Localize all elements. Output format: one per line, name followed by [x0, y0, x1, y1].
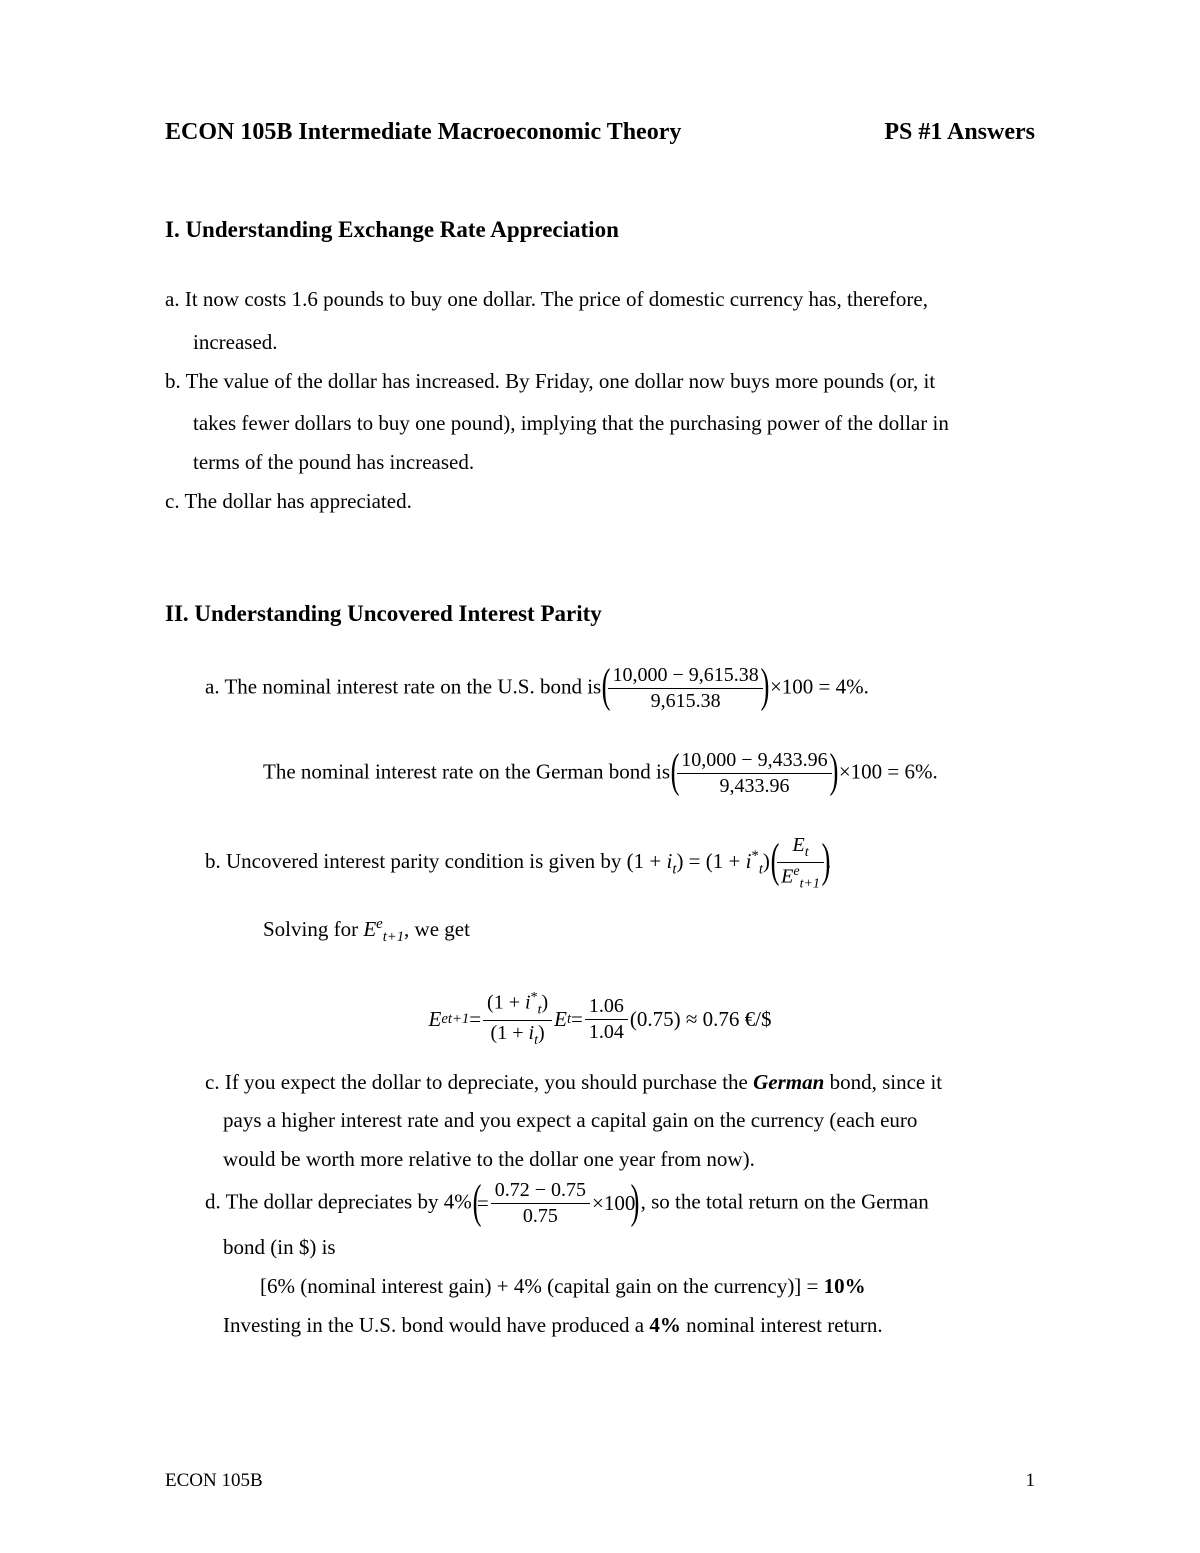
text: ): [538, 1022, 545, 1044]
paren-right-icon: ): [631, 1178, 640, 1226]
text: (0.75) ≈ 0.76 €/$: [630, 1000, 772, 1039]
s2-item-b: b. Uncovered interest parity condition i…: [205, 834, 1035, 893]
math-fraction: ( = 0.72 − 0.75 0.75 ×100 ): [477, 1179, 635, 1228]
page-header: ECON 105B Intermediate Macroeconomic The…: [165, 110, 1035, 154]
fraction: Et Eet+1: [777, 834, 824, 893]
denominator: 9,433.96: [677, 774, 831, 798]
footer-left: ECON 105B: [165, 1463, 263, 1498]
equals: =: [469, 1000, 481, 1039]
text: ×100 = 6%.: [839, 759, 938, 783]
s2-solving: Solving for Eet+1, we get: [205, 910, 1035, 951]
page-footer: ECON 105B 1: [165, 1463, 1035, 1498]
text: (1 +: [491, 1022, 529, 1044]
var-E: E: [363, 917, 376, 941]
text: The nominal interest rate on the German …: [263, 759, 675, 783]
equation: Eet+1 = (1 + i*t) (1 + it) Et = 1.06 1.0…: [429, 990, 772, 1049]
text: ): [541, 991, 548, 1013]
s2-item-a-german: The nominal interest rate on the German …: [205, 749, 1035, 798]
denominator: Eet+1: [777, 863, 824, 893]
sub: t: [805, 845, 809, 860]
sub: t+1: [800, 876, 820, 891]
paren-left-icon: (: [473, 1178, 482, 1226]
fraction: 0.72 − 0.75 0.75: [491, 1179, 590, 1228]
fraction: 10,000 − 9,433.96 9,433.96: [677, 749, 831, 798]
text: ×100 = 4%.: [770, 674, 869, 698]
var-E: E: [554, 1000, 567, 1039]
denominator: 0.75: [491, 1204, 590, 1228]
text: ) = (1 +: [676, 849, 745, 873]
s1-item-c: c. The dollar has appreciated.: [165, 482, 1035, 521]
text: c. If you expect the dollar to depreciat…: [205, 1070, 753, 1094]
section-2-heading: II. Understanding Uncovered Interest Par…: [165, 593, 1035, 636]
text: Investing in the U.S. bond would have pr…: [223, 1313, 649, 1337]
paren-left-icon: (: [602, 662, 611, 710]
text: d. The dollar depreciates by 4%: [205, 1189, 477, 1213]
text: (1 +: [487, 991, 525, 1013]
text: Solving for: [263, 917, 363, 941]
numerator: 1.06: [585, 995, 628, 1020]
numerator: 0.72 − 0.75: [491, 1179, 590, 1204]
fraction: 1.06 1.04: [585, 995, 628, 1044]
numerator: 10,000 − 9,615.38: [608, 664, 762, 689]
s1-item-b: b. The value of the dollar has increased…: [165, 362, 1035, 401]
s2-item-d-line2: bond (in $) is: [165, 1228, 1035, 1267]
text: [6% (nominal interest gain) + 4% (capita…: [260, 1274, 824, 1298]
course-title: ECON 105B Intermediate Macroeconomic The…: [165, 110, 681, 154]
paren-left-icon: (: [671, 747, 680, 795]
result-bold: 10%: [824, 1274, 866, 1298]
text: b. Uncovered interest parity condition i…: [205, 849, 667, 873]
sub: t+1: [383, 930, 404, 946]
paren-right-icon: ): [829, 747, 838, 795]
fraction: 10,000 − 9,615.38 9,615.38: [608, 664, 762, 713]
sup-star: *: [531, 990, 538, 1005]
paren-right-icon: ): [760, 662, 769, 710]
section-1-heading: I. Understanding Exchange Rate Appreciat…: [165, 209, 1035, 252]
text: bond, since it: [824, 1070, 942, 1094]
text: ×100: [592, 1184, 635, 1223]
emphasis-german: German: [753, 1070, 824, 1094]
s1-item-b-cont2: terms of the pound has increased.: [165, 443, 1035, 482]
math-fraction: ( 10,000 − 9,433.96 9,433.96 ): [675, 749, 833, 798]
result-bold: 4%: [649, 1313, 681, 1337]
s2-item-d: d. The dollar depreciates by 4% ( = 0.72…: [165, 1179, 1035, 1228]
footer-page-number: 1: [1026, 1463, 1036, 1498]
paren-left-icon: (: [771, 837, 780, 885]
numerator: Et: [777, 834, 824, 863]
var-E: E: [429, 1000, 442, 1039]
text: , so the total return on the German: [641, 1189, 929, 1213]
var-E: E: [781, 865, 793, 887]
sub: t+1: [448, 1006, 469, 1033]
numerator: 10,000 − 9,433.96: [677, 749, 831, 774]
text: , we get: [404, 917, 470, 941]
s2-main-equation: Eet+1 = (1 + i*t) (1 + it) Et = 1.06 1.0…: [165, 990, 1035, 1049]
sup-star: *: [751, 848, 758, 864]
s2-item-c: c. If you expect the dollar to depreciat…: [165, 1063, 1035, 1102]
text: nominal interest return.: [681, 1313, 883, 1337]
paren-right-icon: ): [822, 837, 831, 885]
denominator: 9,615.38: [608, 689, 762, 713]
denominator: 1.04: [585, 1020, 628, 1044]
denominator: (1 + it): [483, 1021, 552, 1049]
var-E: E: [792, 834, 804, 856]
numerator: (1 + i*t): [483, 990, 552, 1021]
text: a. It now costs 1.6 pounds to buy one do…: [165, 287, 928, 311]
s2-item-d-invest: Investing in the U.S. bond would have pr…: [165, 1306, 1035, 1345]
header-right: PS #1 Answers: [884, 110, 1035, 154]
text: ): [763, 849, 770, 873]
document-page: ECON 105B Intermediate Macroeconomic The…: [0, 0, 1200, 1553]
text: b. The value of the dollar has increased…: [165, 369, 935, 393]
s2-item-c-cont2: would be worth more relative to the doll…: [165, 1140, 1035, 1179]
math-fraction: ( 10,000 − 9,615.38 9,615.38 ): [606, 664, 764, 713]
s1-item-b-cont1: takes fewer dollars to buy one pound), i…: [165, 404, 1035, 443]
s1-item-a-cont: increased.: [165, 323, 1035, 362]
fraction: (1 + i*t) (1 + it): [483, 990, 552, 1049]
equals: =: [571, 1000, 583, 1039]
math-fraction: ( Et Eet+1 ): [775, 834, 826, 893]
s2-item-c-cont1: pays a higher interest rate and you expe…: [165, 1101, 1035, 1140]
s1-item-a: a. It now costs 1.6 pounds to buy one do…: [165, 280, 1035, 319]
text: a. The nominal interest rate on the U.S.…: [205, 674, 606, 698]
s2-item-a: a. The nominal interest rate on the U.S.…: [205, 664, 1035, 713]
s2-item-d-bracket: [6% (nominal interest gain) + 4% (capita…: [165, 1267, 1035, 1306]
